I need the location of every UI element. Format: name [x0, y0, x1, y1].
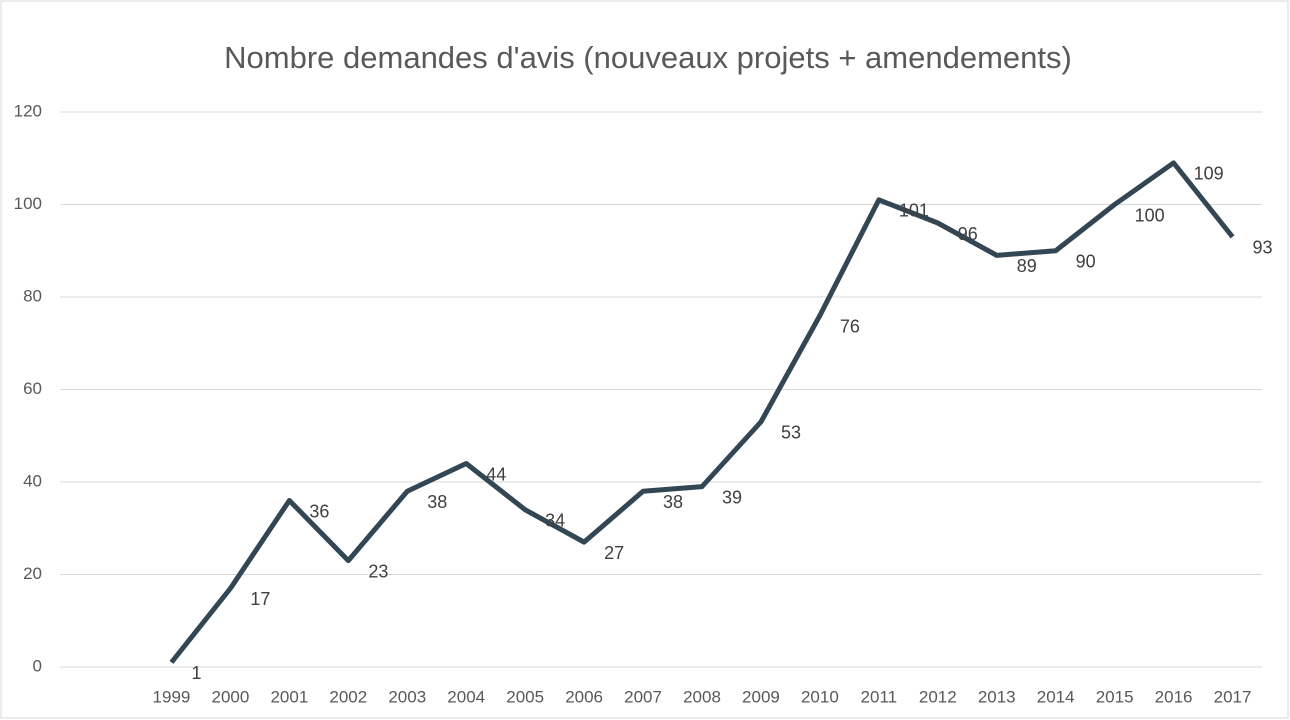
x-tick-label: 2011 — [861, 687, 898, 706]
data-label: 90 — [1076, 252, 1096, 272]
data-label: 44 — [486, 464, 506, 484]
data-label: 34 — [545, 511, 565, 531]
x-tick-label: 2005 — [506, 687, 544, 706]
data-label: 53 — [781, 423, 801, 443]
y-tick-label: 120 — [14, 101, 42, 120]
y-tick-label: 0 — [33, 656, 42, 675]
x-tick-label: 2004 — [447, 687, 485, 706]
x-tick-label: 1999 — [153, 687, 191, 706]
data-label: 39 — [722, 487, 742, 507]
data-label: 36 — [309, 501, 329, 521]
data-label: 38 — [427, 492, 447, 512]
y-tick-label: 40 — [23, 471, 42, 490]
data-label: 93 — [1253, 238, 1273, 258]
data-label: 23 — [368, 561, 388, 581]
data-label: 109 — [1194, 164, 1224, 184]
data-label: 96 — [958, 224, 978, 244]
x-tick-label: 2001 — [270, 687, 308, 706]
data-label: 76 — [840, 316, 860, 336]
y-tick-label: 80 — [23, 286, 42, 305]
data-label: 27 — [604, 543, 624, 563]
x-tick-label: 2003 — [388, 687, 426, 706]
y-tick-label: 100 — [14, 194, 42, 213]
x-tick-label: 2015 — [1096, 687, 1134, 706]
x-tick-label: 2008 — [683, 687, 721, 706]
x-tick-label: 2006 — [565, 687, 603, 706]
x-tick-label: 2000 — [212, 687, 250, 706]
x-tick-label: 2017 — [1214, 687, 1252, 706]
y-tick-label: 60 — [23, 379, 42, 398]
x-tick-label: 2012 — [919, 687, 957, 706]
data-label: 101 — [899, 201, 929, 221]
data-label: 17 — [250, 589, 270, 609]
data-label: 1 — [191, 663, 201, 683]
data-label: 89 — [1017, 256, 1037, 276]
x-tick-label: 2007 — [624, 687, 662, 706]
data-line — [169, 160, 1235, 664]
data-label: 100 — [1135, 205, 1165, 225]
x-tick-label: 2014 — [1037, 687, 1075, 706]
data-label: 38 — [663, 492, 683, 512]
x-tick-label: 2002 — [329, 687, 367, 706]
x-tick-label: 2016 — [1155, 687, 1193, 706]
x-tick-label: 2010 — [801, 687, 839, 706]
x-tick-label: 2013 — [978, 687, 1016, 706]
x-tick-label: 2009 — [742, 687, 780, 706]
chart-title: Nombre demandes d'avis (nouveaux projets… — [224, 40, 1072, 75]
y-tick-label: 20 — [23, 564, 42, 583]
